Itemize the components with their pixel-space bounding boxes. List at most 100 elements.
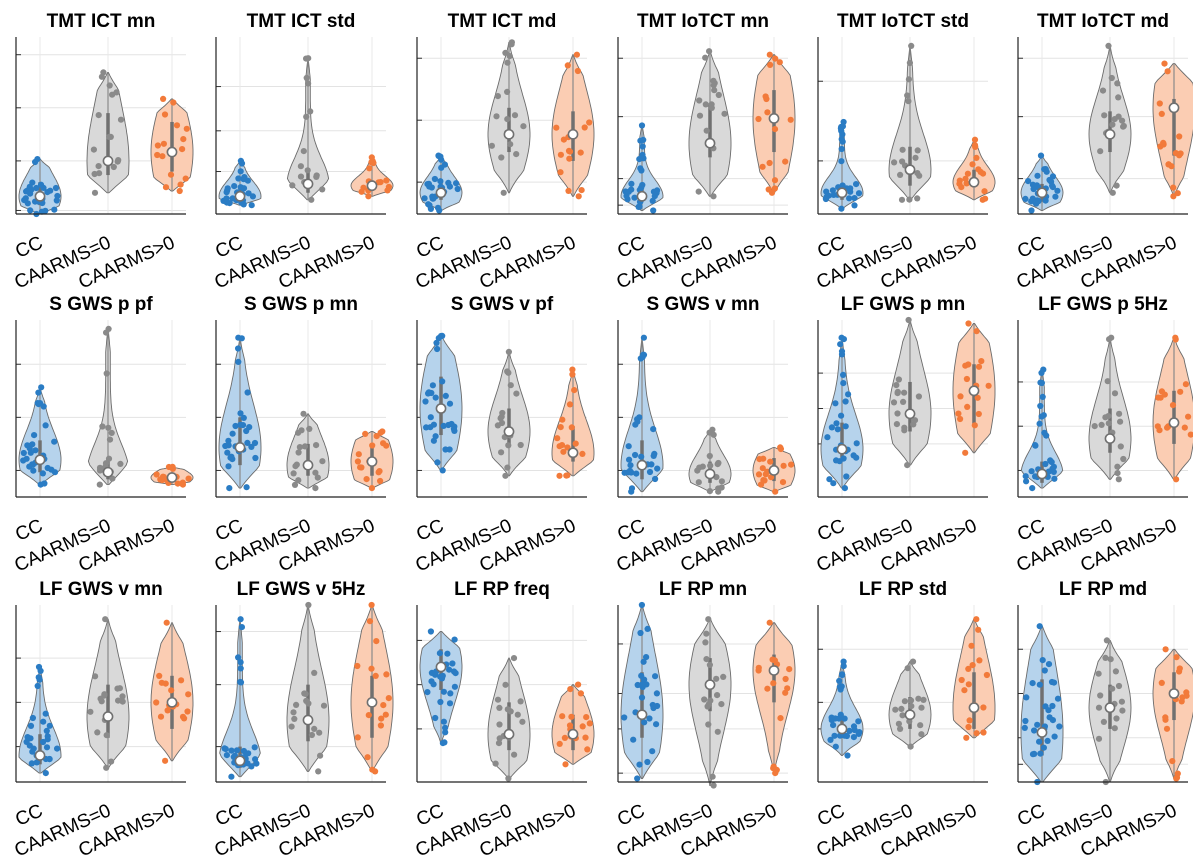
data-point xyxy=(438,156,445,163)
data-point xyxy=(504,464,511,471)
median-marker xyxy=(1168,688,1180,699)
data-point xyxy=(1023,478,1030,485)
data-point xyxy=(373,638,380,645)
data-point xyxy=(366,165,373,172)
data-point xyxy=(914,195,921,202)
data-point xyxy=(840,663,847,670)
data-point xyxy=(52,184,60,192)
data-point xyxy=(505,442,512,449)
data-point xyxy=(99,423,106,430)
data-point xyxy=(98,73,105,80)
data-point xyxy=(319,186,326,193)
data-point xyxy=(430,681,437,688)
data-point xyxy=(853,181,860,188)
panel-title: S GWS p pf xyxy=(49,294,153,315)
data-point xyxy=(43,727,50,735)
data-point xyxy=(897,725,904,733)
data-point xyxy=(51,206,58,213)
data-point xyxy=(1118,698,1125,705)
data-point xyxy=(759,465,766,472)
data-point xyxy=(91,189,99,196)
data-point xyxy=(229,195,236,202)
data-point xyxy=(499,409,506,417)
data-point xyxy=(237,659,244,666)
data-point xyxy=(368,485,375,492)
data-point xyxy=(313,172,320,179)
data-point xyxy=(1114,80,1121,87)
data-point xyxy=(115,157,122,164)
data-point xyxy=(824,434,831,441)
data-point xyxy=(625,443,632,450)
data-point xyxy=(556,740,563,748)
data-point xyxy=(632,451,639,459)
data-point xyxy=(35,389,42,396)
data-point xyxy=(1156,427,1163,434)
data-point xyxy=(650,426,657,433)
data-point xyxy=(890,399,898,406)
panel-title: LF RP md xyxy=(1059,579,1147,600)
data-point xyxy=(1099,87,1107,94)
x-tick-label: CC xyxy=(413,232,447,262)
data-point xyxy=(98,698,105,705)
data-point xyxy=(760,455,767,462)
x-tick-label: CC xyxy=(12,800,46,830)
data-point xyxy=(899,712,906,719)
data-point xyxy=(1170,193,1177,200)
data-point xyxy=(846,195,853,202)
data-point xyxy=(573,51,581,58)
data-point xyxy=(1176,133,1183,140)
data-point xyxy=(1037,402,1044,410)
data-point xyxy=(966,717,973,724)
data-point xyxy=(505,775,512,782)
data-point xyxy=(173,122,181,129)
data-point xyxy=(1043,432,1050,439)
data-point xyxy=(901,389,908,396)
data-point xyxy=(771,185,779,192)
data-point xyxy=(721,110,728,117)
x-tick-label: CC xyxy=(12,232,46,262)
x-tick-label: CC xyxy=(614,515,648,545)
data-point xyxy=(1049,182,1056,189)
data-point xyxy=(1181,424,1188,431)
data-point xyxy=(766,619,773,626)
data-point xyxy=(766,159,773,167)
data-point xyxy=(706,661,714,669)
data-point xyxy=(307,108,314,115)
data-point xyxy=(28,760,35,767)
data-point xyxy=(1182,381,1189,388)
data-point xyxy=(368,665,375,672)
data-point xyxy=(771,657,779,664)
median-marker xyxy=(1036,727,1048,738)
data-point xyxy=(314,474,321,481)
median-marker xyxy=(366,456,378,467)
data-point xyxy=(433,339,440,346)
data-point xyxy=(720,673,727,681)
data-point xyxy=(823,188,830,195)
data-point xyxy=(437,698,444,706)
data-point xyxy=(1023,694,1030,701)
data-point xyxy=(164,707,171,714)
data-point xyxy=(1105,420,1112,427)
data-point xyxy=(436,650,443,657)
data-point xyxy=(452,670,459,677)
data-point xyxy=(226,200,233,207)
data-point xyxy=(708,104,715,111)
data-point xyxy=(906,59,914,67)
data-point xyxy=(1042,703,1049,710)
data-point xyxy=(630,736,637,743)
data-point xyxy=(382,711,389,718)
data-point xyxy=(625,469,632,476)
data-point xyxy=(290,709,297,716)
data-point xyxy=(235,345,242,352)
data-point xyxy=(165,463,173,471)
data-point xyxy=(915,695,922,702)
data-point xyxy=(648,461,655,468)
data-point xyxy=(840,455,847,462)
data-point xyxy=(891,159,898,166)
data-point xyxy=(850,734,858,741)
data-point xyxy=(914,147,921,154)
data-point xyxy=(288,723,295,730)
data-point xyxy=(428,669,435,677)
